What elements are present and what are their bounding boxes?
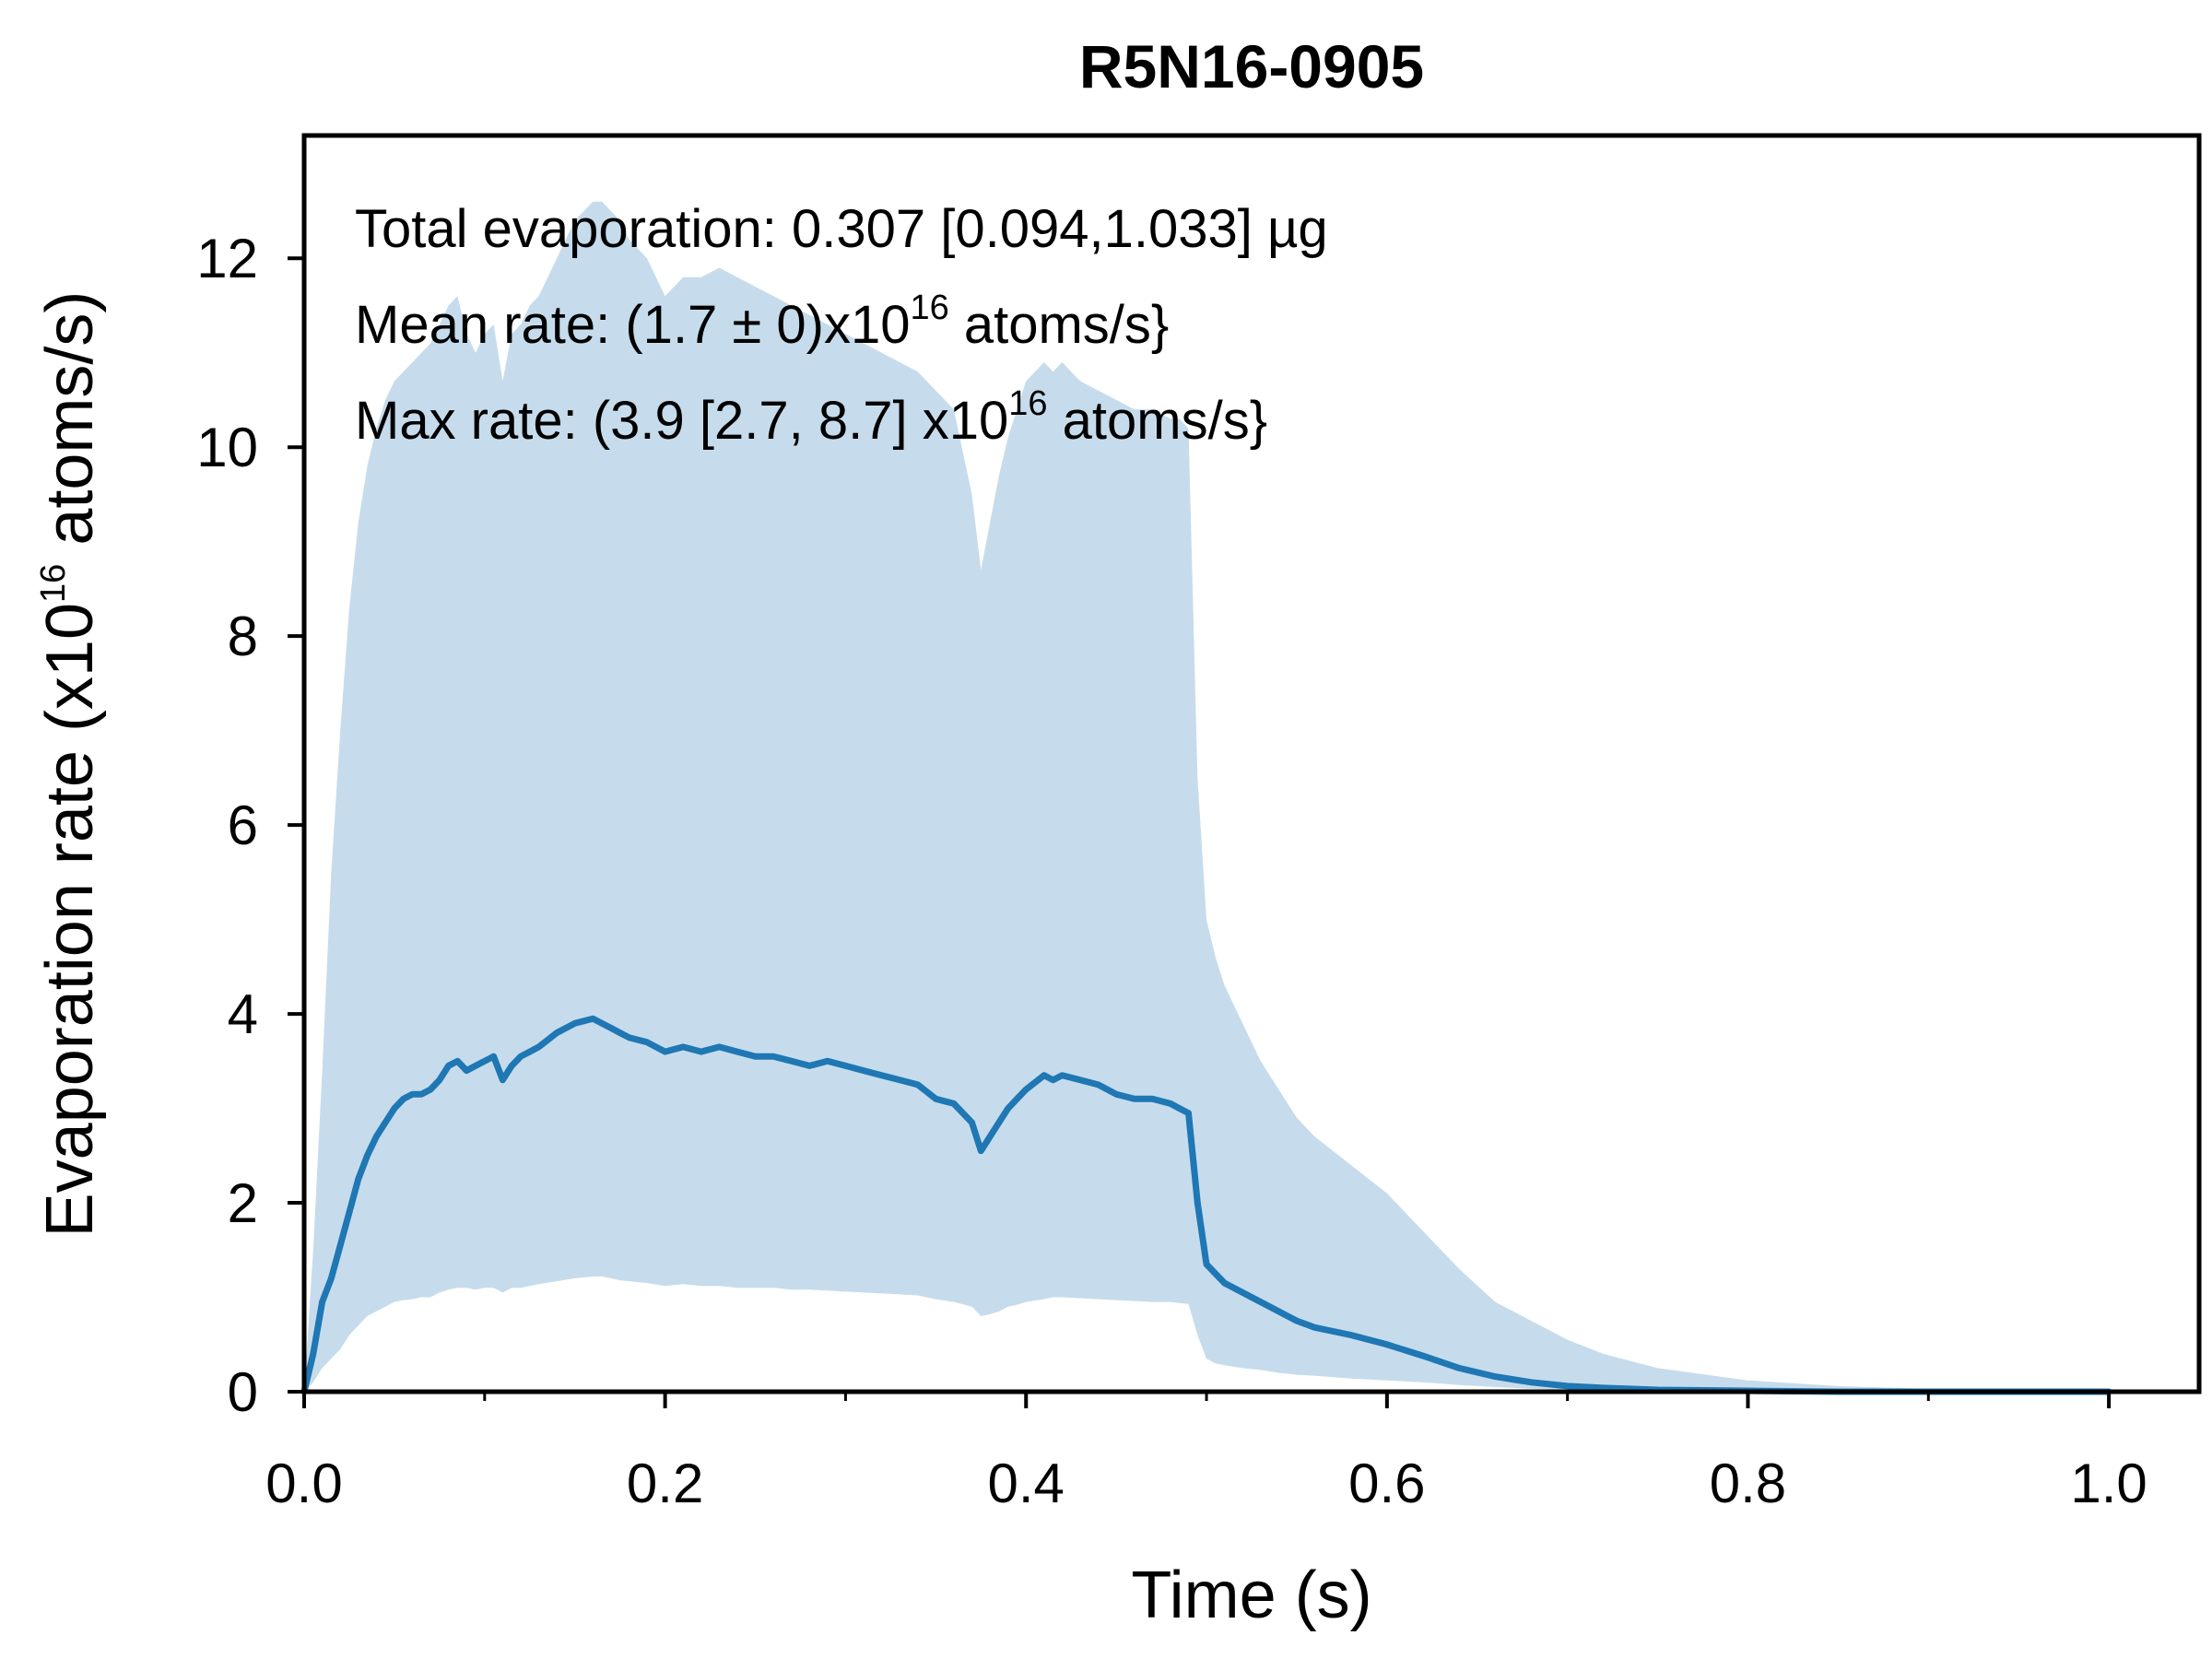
x-tick-label: 0.4 (988, 1453, 1065, 1514)
y-axis: 0 2 4 6 8 10 12 (196, 228, 304, 1423)
annotation-block: Total evaporation: 0.307 [0.094,1.033] µ… (355, 199, 1328, 451)
confidence-band-layer (304, 201, 2110, 1393)
x-axis-label: Time (s) (1131, 1559, 1371, 1632)
mean-rate-line (300, 1015, 2112, 1395)
x-tick-label: 0.0 (265, 1453, 342, 1514)
confidence-band (304, 201, 2110, 1393)
x-tick-label: 0.2 (627, 1453, 703, 1514)
plot-frame (301, 133, 2202, 1394)
x-tick-label: 0.6 (1348, 1453, 1425, 1514)
y-tick-label: 8 (228, 606, 258, 667)
y-tick-label: 2 (228, 1172, 258, 1234)
annotation-total-evaporation: Total evaporation: 0.307 [0.094,1.033] µ… (355, 199, 1328, 259)
y-tick-label: 12 (196, 228, 258, 289)
x-tick-label: 0.8 (1710, 1453, 1786, 1514)
annotation-max-rate: Max rate: (3.9 [2.7, 8.7] x1016 atoms/s} (355, 384, 1267, 451)
y-tick-label: 4 (228, 983, 258, 1045)
x-axis: 0.0 0.2 0.4 0.6 0.8 1.0 (265, 1392, 2147, 1514)
y-axis-label: Evaporation rate (x1016 atoms/s) (33, 291, 107, 1238)
y-tick-label: 0 (228, 1361, 258, 1423)
plot-area (300, 201, 2112, 1395)
y-tick-label: 10 (196, 417, 258, 478)
annotation-mean-rate: Mean rate: (1.7 ± 0)x1016 atoms/s} (355, 288, 1169, 355)
y-tick-label: 6 (228, 794, 258, 856)
chart-title: R5N16-0905 (1079, 32, 1424, 100)
x-tick-label: 1.0 (2070, 1453, 2147, 1514)
mean-line-layer (300, 1015, 2112, 1395)
